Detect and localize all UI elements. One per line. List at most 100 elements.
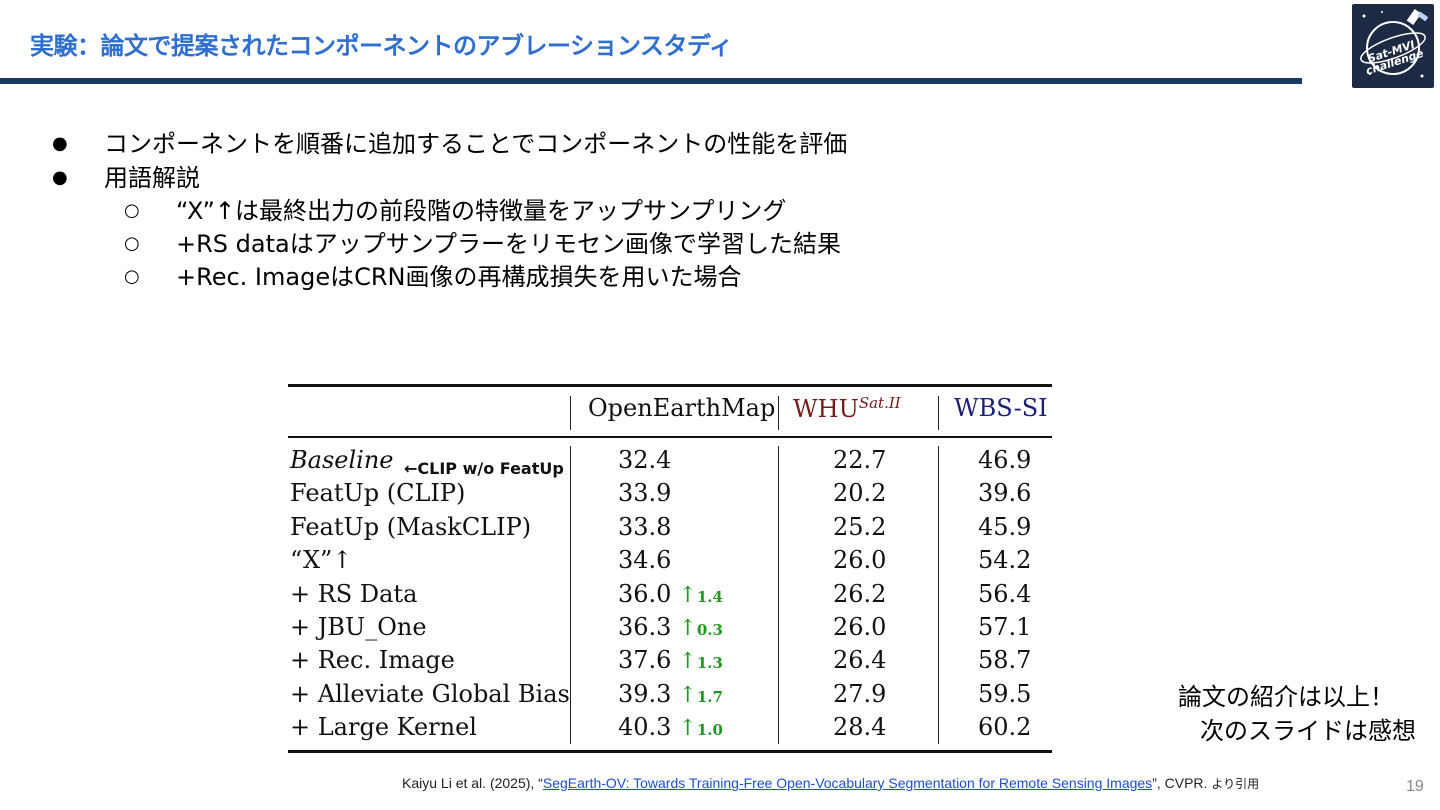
cell-value: 40.3 (618, 713, 672, 742)
table-row: + Alleviate Global Bias 39.3 ↑1.7 27.9 59.5 (288, 680, 1052, 713)
citation-link[interactable]: SegEarth-OV: Towards Training-Free Open-… (542, 775, 1153, 791)
cell-wbs-si: 45.9 (978, 512, 1032, 541)
cell-wbs-si: 46.9 (978, 446, 1032, 474)
closing-line2: 次のスライドは感想 (1200, 717, 1416, 745)
row-method-name: “X”↑ (290, 546, 353, 575)
cell-openearthmap: 32.4 (618, 446, 671, 474)
cell-wbs-si: 59.5 (978, 679, 1032, 708)
sub-bullet-item: ○ +Rec. ImageはCRN画像の再構成損失を用いた場合 (124, 261, 742, 293)
bullet-item: ● 用語解説 (52, 162, 200, 194)
table-row: Baseline ←CLIP w/o FeatUp 32.4 22.7 46.9 (288, 446, 1052, 479)
header-whu-base: WHU (793, 395, 859, 423)
delta-value: 0.3 (696, 621, 723, 639)
cell-openearthmap: 37.6 ↑1.3 (618, 646, 723, 674)
improvement-delta: ↑1.0 (671, 716, 723, 741)
citation-prefix: Kaiyu Li et al. (2025), “ (402, 775, 543, 791)
table-bottom-rule (288, 750, 1052, 753)
header-divider (938, 396, 939, 430)
row-method-name: FeatUp (CLIP) (290, 479, 466, 508)
page-number: 19 (1406, 778, 1424, 795)
bullet-text: “X”↑は最終出力の前段階の特徴量をアップサンプリング (176, 197, 787, 225)
bullet-text: コンポーネントを順番に追加することでコンポーネントの性能を評価 (104, 130, 848, 158)
delta-value: 1.0 (696, 721, 723, 740)
table-row: “X”↑ 34.6 26.0 54.2 (288, 546, 1052, 579)
table-top-rule (288, 384, 1052, 387)
column-divider (570, 446, 571, 744)
header-divider (570, 396, 571, 430)
cell-wbs-si: 39.6 (978, 479, 1032, 508)
bullet-text: +Rec. ImageはCRN画像の再構成損失を用いた場合 (176, 263, 742, 291)
table-header-rule (288, 436, 1052, 438)
cell-whu: 22.7 (833, 446, 887, 474)
cell-wbs-si: 56.4 (978, 579, 1032, 608)
row-method-name: + Rec. Image (290, 646, 455, 675)
bullet-disc-icon: ● (52, 167, 68, 188)
cell-wbs-si: 57.1 (978, 613, 1032, 641)
row-method-name: + JBU_One (290, 613, 427, 641)
citation-tail: より引用 (1211, 777, 1260, 791)
up-arrow-icon: ↑ (678, 616, 697, 641)
cell-value: 37.6 (618, 646, 672, 675)
column-divider (778, 446, 779, 744)
cell-openearthmap: 39.3 ↑1.7 (618, 680, 723, 708)
row-method-name: + Large Kernel (290, 713, 477, 742)
cell-whu: 25.2 (833, 512, 887, 541)
cell-whu: 20.2 (833, 479, 887, 508)
row-method-name: FeatUp (MaskCLIP) (290, 512, 532, 541)
improvement-delta: ↑0.3 (671, 616, 723, 641)
column-divider (938, 446, 939, 744)
cell-openearthmap: 33.8 (618, 513, 671, 541)
bullet-disc-icon: ● (52, 133, 68, 154)
table-row: + Large Kernel 40.3 ↑1.0 28.4 60.2 (288, 713, 1052, 746)
cell-wbs-si: 54.2 (978, 546, 1032, 575)
sub-bullet-item: ○ “X”↑は最終出力の前段階の特徴量をアップサンプリング (124, 195, 787, 227)
bullet-text: 用語解説 (104, 164, 200, 192)
delta-value: 1.4 (696, 587, 723, 606)
table-row: + JBU_One 36.3 ↑0.3 26.0 57.1 (288, 613, 1052, 646)
cell-whu: 26.0 (833, 546, 887, 575)
cell-wbs-si: 58.7 (978, 646, 1032, 675)
cell-openearthmap: 36.3 ↑0.3 (618, 613, 723, 641)
baseline-annotation: ←CLIP w/o FeatUp (404, 459, 564, 478)
closing-message: 論文の紹介は以上！ 次のスライドは感想 (1178, 680, 1416, 748)
improvement-delta: ↑1.3 (671, 649, 723, 674)
cell-whu: 26.4 (833, 646, 887, 675)
up-arrow-icon: ↑ (678, 582, 697, 608)
bullet-item: ● コンポーネントを順番に追加することでコンポーネントの性能を評価 (52, 128, 848, 160)
header-wbs-si: WBS-SI (954, 394, 1048, 422)
cell-openearthmap: 33.9 (618, 479, 671, 507)
header-openearthmap: OpenEarthMap (588, 394, 776, 422)
up-arrow-icon: ↑ (678, 649, 697, 675)
improvement-delta: ↑1.7 (671, 683, 723, 708)
bullet-text: +RS dataはアップサンプラーをリモセン画像で学習した結果 (176, 230, 841, 258)
table-row: + RS Data 36.0 ↑1.4 26.2 56.4 (288, 580, 1052, 613)
satellite-icon (1360, 8, 1429, 78)
up-arrow-icon: ↑ (678, 716, 697, 742)
up-arrow-icon: ↑ (678, 682, 697, 708)
citation-suffix: ”, CVPR. (1152, 775, 1212, 791)
table-row: FeatUp (MaskCLIP) 33.8 25.2 45.9 (288, 513, 1052, 546)
ablation-table: OpenEarthMap WHUSat.II WBS-SI Baseline ←C… (288, 384, 1052, 756)
bullet-circle-icon: ○ (124, 200, 140, 221)
header-whu-sup: Sat.II (858, 394, 901, 412)
sub-bullet-item: ○ +RS dataはアップサンプラーをリモセン画像で学習した結果 (124, 228, 841, 260)
title-underline (0, 78, 1302, 84)
cell-openearthmap: 36.0 ↑1.4 (618, 580, 723, 608)
slide-title: 実験：論文で提案されたコンポーネントのアブレーションスタディ (30, 32, 733, 60)
table-row: FeatUp (CLIP) 33.9 20.2 39.6 (288, 479, 1052, 512)
delta-value: 1.3 (696, 654, 723, 673)
delta-value: 1.7 (696, 687, 723, 706)
closing-line1: 論文の紹介は以上！ (1178, 683, 1394, 711)
cell-wbs-si: 60.2 (978, 713, 1032, 742)
cell-whu: 26.2 (833, 579, 887, 608)
cell-whu: 27.9 (833, 679, 887, 708)
bullet-circle-icon: ○ (124, 233, 140, 254)
header-whu: WHUSat.II (793, 394, 901, 423)
cell-openearthmap: 40.3 ↑1.0 (618, 713, 723, 741)
cell-whu: 26.0 (833, 613, 887, 641)
cell-whu: 28.4 (833, 713, 887, 742)
cell-value: 33.8 (618, 512, 672, 541)
cell-value: 36.0 (618, 579, 672, 608)
cell-value: 39.3 (618, 679, 672, 708)
cell-openearthmap: 34.6 (618, 546, 671, 574)
